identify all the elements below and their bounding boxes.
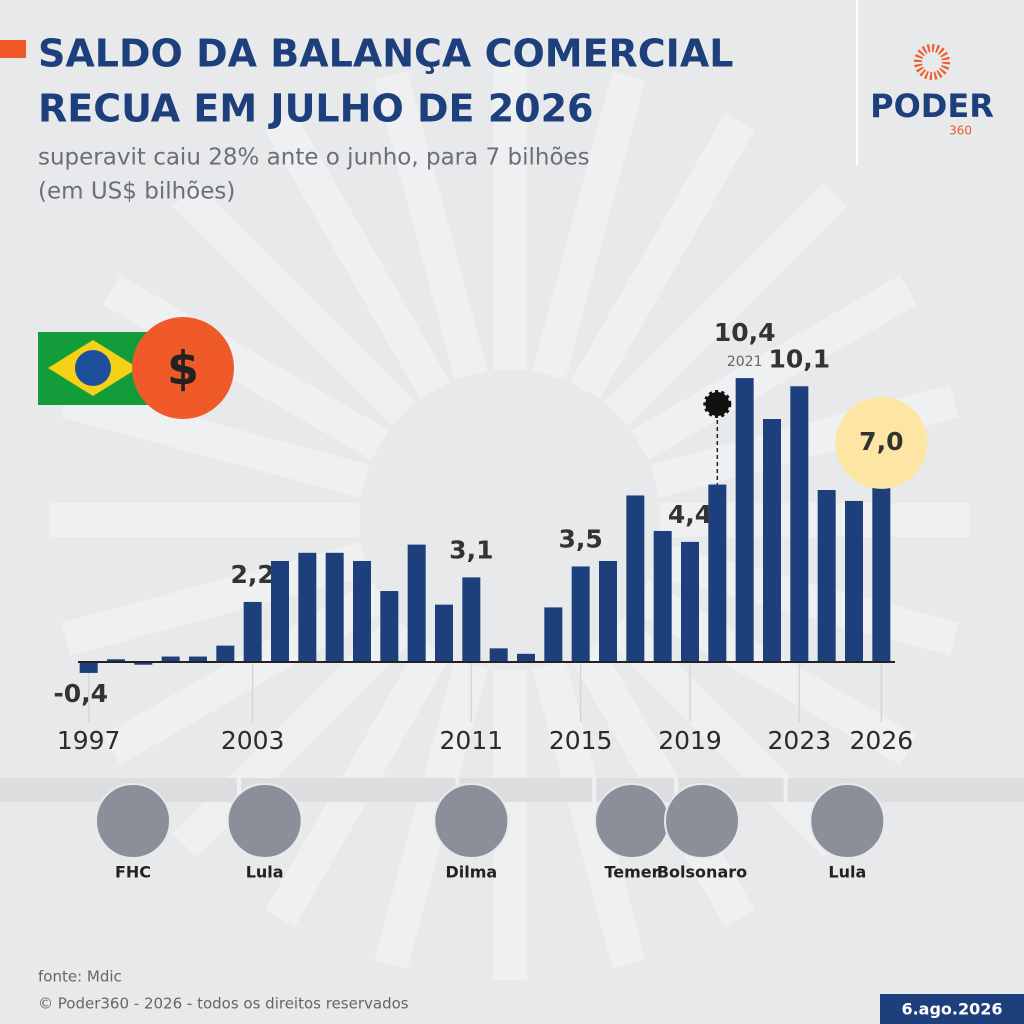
ray bbox=[61, 384, 370, 498]
dollar-symbol: $ bbox=[167, 342, 199, 396]
bar bbox=[353, 560, 371, 662]
dollar-icon bbox=[132, 317, 234, 419]
bar bbox=[189, 656, 207, 662]
x-tick-label: 2011 bbox=[440, 726, 504, 755]
title-line: RECUA EM JULHO DE 2026 bbox=[38, 87, 593, 131]
subtitle-line: superavit caiu 28% ante o junho, para 7 … bbox=[38, 145, 590, 171]
portrait bbox=[594, 783, 670, 859]
ray bbox=[532, 71, 646, 380]
portrait bbox=[95, 783, 171, 859]
subtitle-line: (em US$ bilhões) bbox=[38, 179, 235, 205]
source: fonte: Mdic bbox=[38, 968, 122, 986]
bar bbox=[407, 544, 426, 662]
covid-icon bbox=[703, 390, 732, 418]
x-tick-label: 2026 bbox=[850, 726, 914, 755]
president-name: FHC bbox=[115, 863, 151, 882]
flag-globe bbox=[75, 350, 111, 386]
value-label: 4,4 bbox=[668, 500, 712, 529]
x-tick-label: 1997 bbox=[57, 726, 121, 755]
bar bbox=[243, 601, 262, 662]
bar bbox=[653, 530, 672, 662]
bar bbox=[298, 552, 317, 662]
ray bbox=[374, 71, 488, 380]
annotation: 2021 bbox=[727, 354, 763, 370]
logo-sun bbox=[914, 44, 950, 80]
ray bbox=[374, 660, 488, 969]
value-label: 10,4 bbox=[714, 318, 776, 347]
value-label: 3,1 bbox=[449, 535, 493, 564]
bar bbox=[681, 541, 699, 662]
bar bbox=[435, 604, 453, 662]
bar bbox=[134, 662, 153, 665]
bar bbox=[571, 566, 590, 662]
logo: PODER 360 bbox=[870, 44, 994, 138]
ray bbox=[532, 660, 646, 969]
president-name: Temer bbox=[604, 863, 659, 882]
bar bbox=[216, 645, 235, 662]
chart: 1997 2003 2011 2015 2019 2023 2026 -0,4 2,2 3,1 3,… bbox=[0, 318, 1024, 882]
value-label: 2,2 bbox=[231, 560, 275, 589]
value-label: 7,0 bbox=[859, 427, 903, 456]
copyright: © Poder360 - 2026 - todos os direitos re… bbox=[38, 995, 409, 1013]
bar bbox=[735, 378, 754, 662]
president-name: Lula bbox=[246, 863, 284, 882]
bar bbox=[271, 560, 289, 662]
value-label: -0,4 bbox=[53, 679, 108, 708]
title-line: SALDO DA BALANÇA COMERCIAL bbox=[38, 32, 733, 76]
president-name: Dilma bbox=[445, 863, 497, 882]
portrait bbox=[226, 783, 303, 859]
x-tick-label: 2023 bbox=[768, 726, 832, 755]
bar bbox=[872, 470, 891, 662]
president-name: Bolsonaro bbox=[657, 863, 747, 882]
bar bbox=[626, 495, 645, 662]
highlight-circle bbox=[835, 396, 928, 489]
bar bbox=[489, 648, 508, 662]
value-label: 10,1 bbox=[768, 344, 830, 373]
bar bbox=[817, 490, 836, 662]
brazil-flag bbox=[38, 332, 148, 405]
ray bbox=[570, 113, 755, 399]
bar bbox=[79, 662, 98, 673]
ray bbox=[631, 275, 917, 460]
logo-text: PODER bbox=[870, 87, 994, 125]
x-tick-label: 2019 bbox=[658, 726, 722, 755]
bar bbox=[107, 659, 125, 662]
ray bbox=[103, 275, 389, 460]
bar bbox=[517, 653, 535, 662]
bar bbox=[462, 577, 481, 662]
bar bbox=[763, 419, 781, 662]
bar bbox=[790, 386, 809, 662]
bar bbox=[599, 560, 617, 662]
president-name: Lula bbox=[828, 863, 866, 882]
portrait bbox=[809, 783, 886, 859]
ray bbox=[265, 113, 450, 399]
bar bbox=[708, 484, 727, 662]
bar bbox=[380, 591, 399, 662]
date: 6.ago.2026 bbox=[901, 1000, 1002, 1019]
portrait bbox=[664, 783, 740, 859]
x-tick-label: 2015 bbox=[549, 726, 613, 755]
portrait bbox=[433, 783, 510, 859]
bar bbox=[544, 607, 563, 662]
accent bbox=[0, 40, 26, 58]
ray bbox=[172, 182, 416, 426]
logo-sub: 360 bbox=[949, 124, 972, 138]
bar bbox=[845, 500, 863, 662]
date-box bbox=[880, 994, 1024, 1024]
bar bbox=[325, 552, 344, 662]
ray bbox=[604, 182, 848, 426]
bar bbox=[161, 656, 180, 662]
x-tick-label: 2003 bbox=[221, 726, 285, 755]
value-label: 3,5 bbox=[559, 524, 603, 553]
